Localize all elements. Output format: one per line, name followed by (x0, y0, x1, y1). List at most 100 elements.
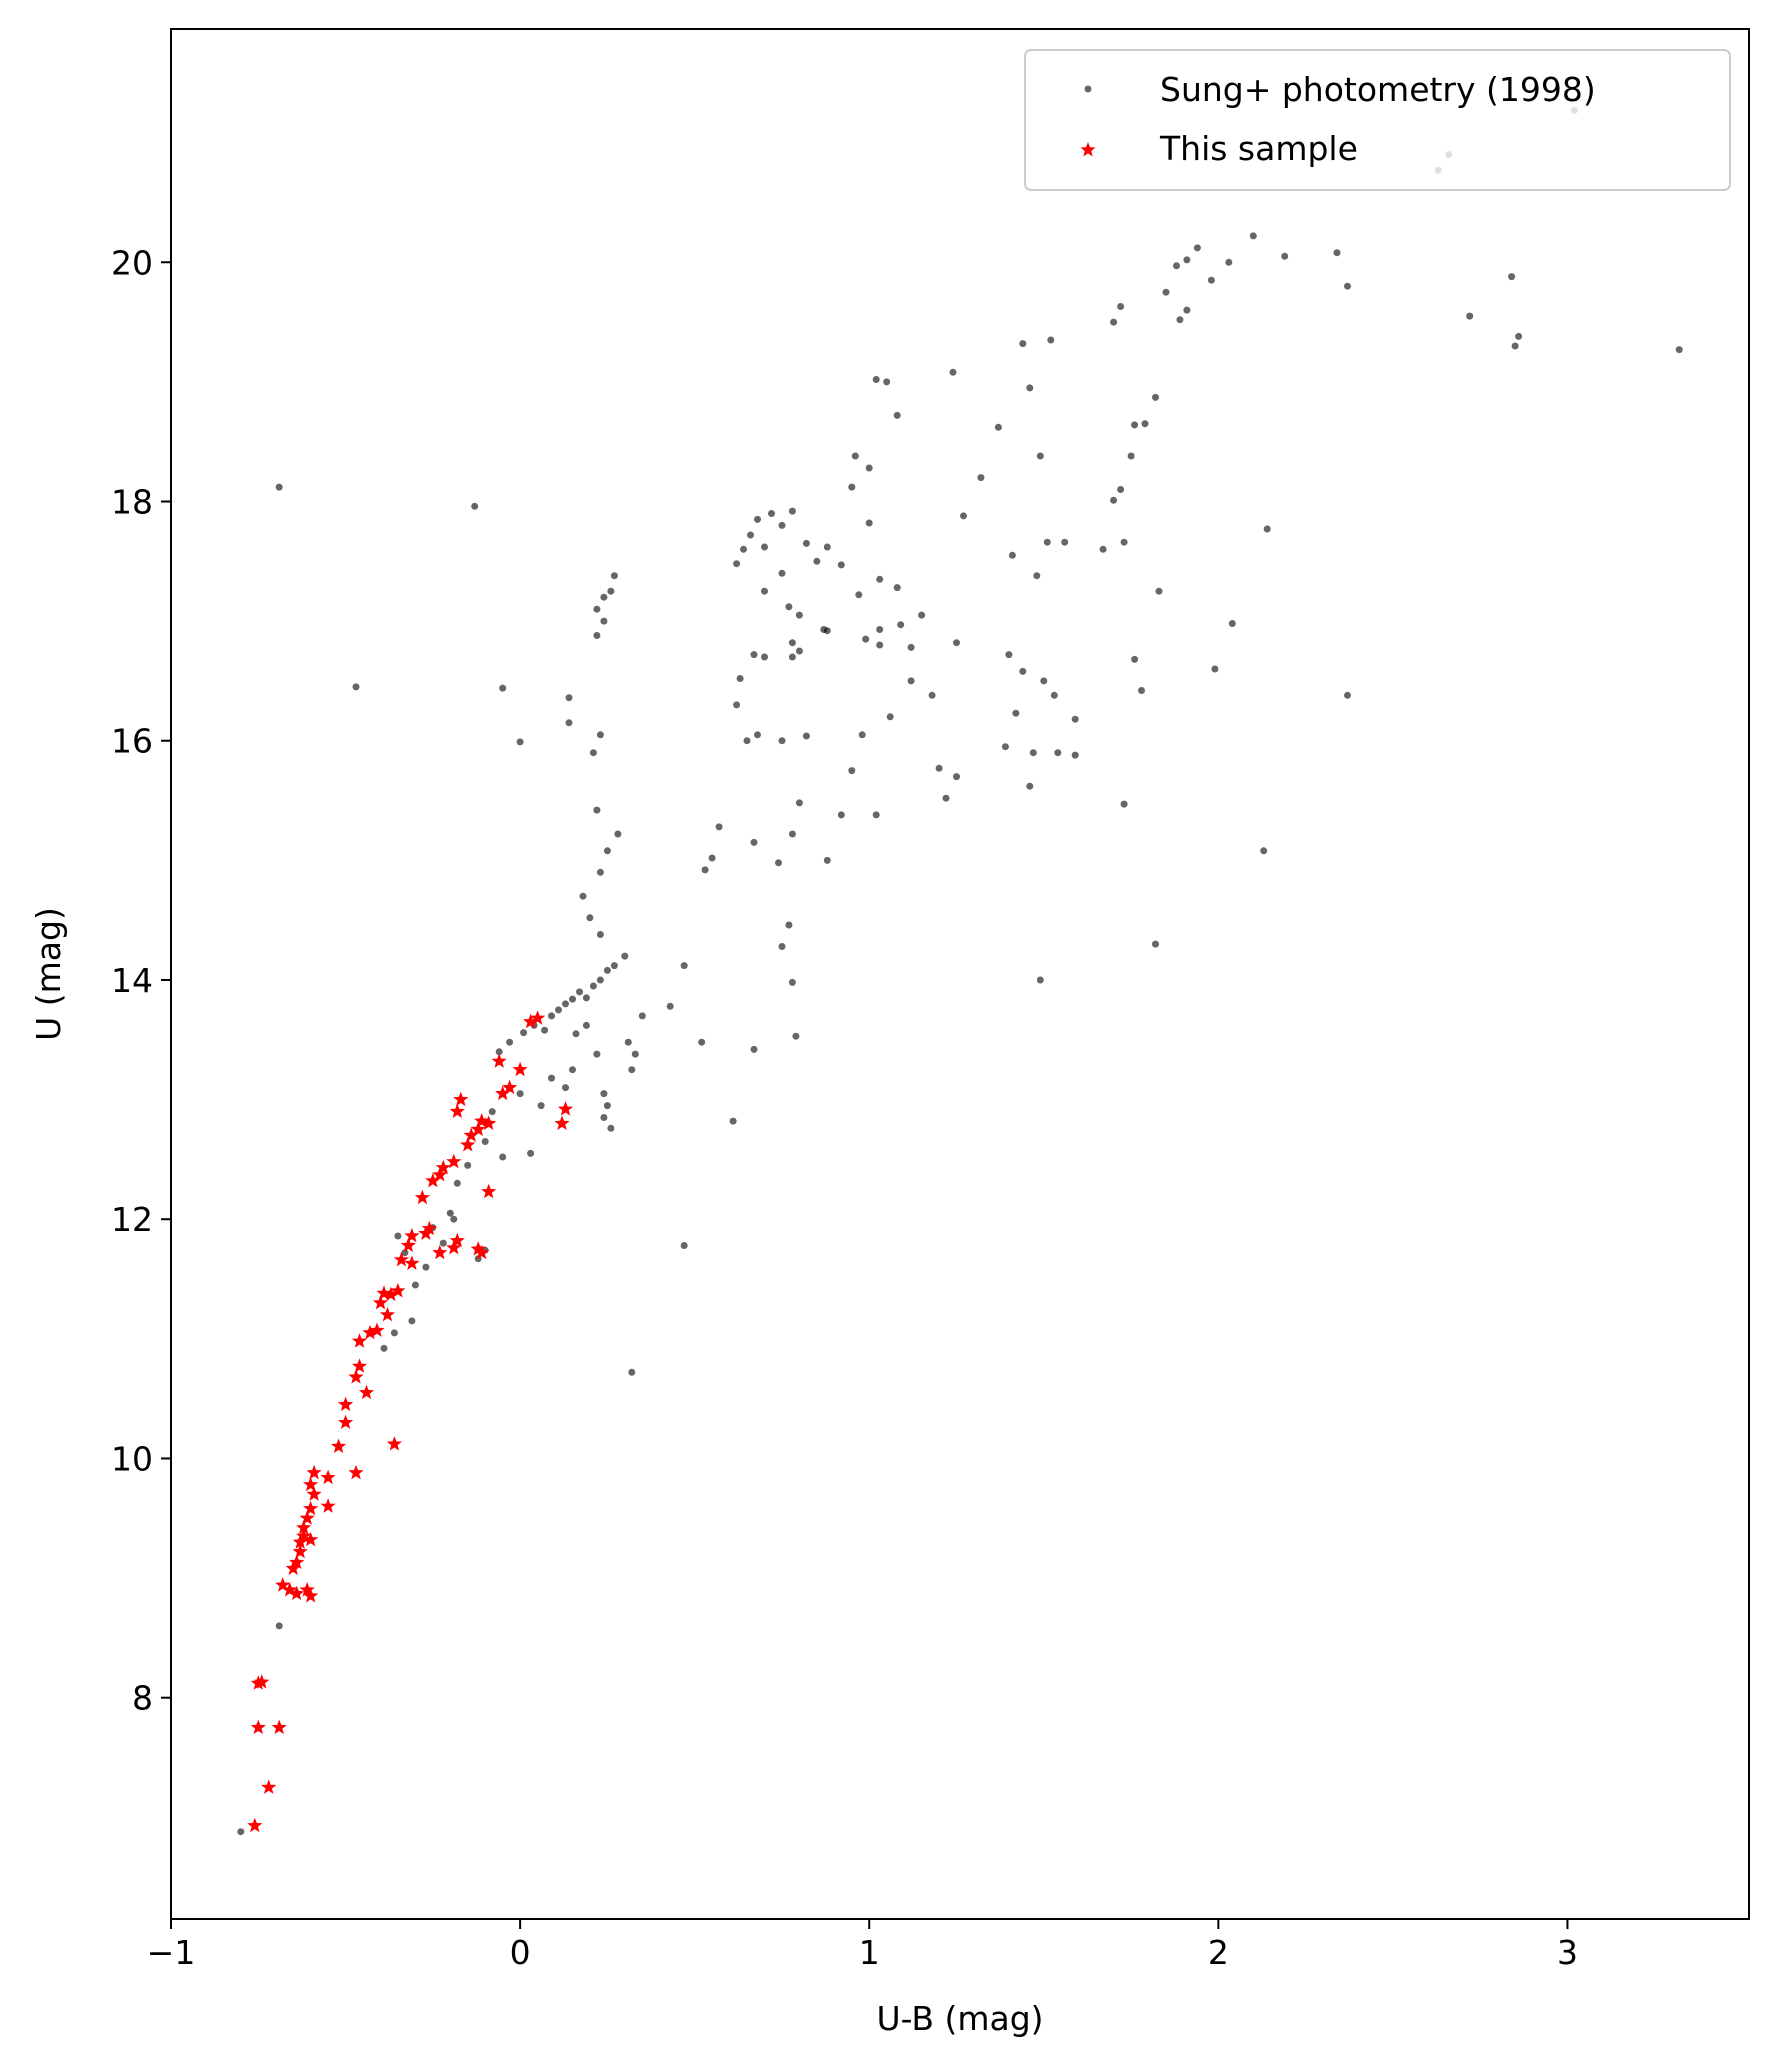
photometry-point (886, 713, 894, 721)
photometry-point (1117, 486, 1125, 493)
photometry-point (1131, 655, 1139, 663)
sample-point (299, 1582, 315, 1597)
photometry-point (1054, 749, 1062, 757)
photometry-point (600, 1114, 608, 1121)
sample-point (404, 1228, 420, 1243)
photometry-point (1029, 749, 1037, 757)
photometry-point (471, 502, 479, 510)
photometry-point (1061, 538, 1069, 546)
photometry-point (733, 560, 741, 568)
legend: Sung+ photometry (1998) This sample (1024, 49, 1731, 191)
photometry-point (1225, 258, 1233, 266)
photometry-point (562, 1084, 569, 1092)
photometry-point (754, 731, 761, 739)
photometry-point (1036, 976, 1044, 984)
sample-point (470, 1121, 486, 1136)
photometry-point (1071, 751, 1079, 759)
sample-point (358, 1384, 375, 1400)
points-layer (237, 106, 1683, 1836)
photometry-point (813, 557, 821, 565)
sample-point (331, 1438, 347, 1453)
photometry-point (823, 543, 831, 551)
photometry-point (1127, 452, 1135, 460)
photometry-point (506, 1038, 514, 1046)
photometry-point (785, 603, 793, 611)
photometry-point (596, 868, 604, 876)
photometry-point (680, 1242, 688, 1249)
photometry-point (883, 378, 891, 386)
photometry-point (918, 611, 926, 619)
photometry-point (603, 966, 611, 974)
plot-frame (170, 28, 1750, 1920)
photometry-point (621, 952, 629, 960)
sample-point (481, 1115, 497, 1130)
photometry-point (848, 767, 856, 775)
photometry-point (569, 995, 576, 1003)
photometry-point (761, 653, 768, 661)
y-tick-label: 18 (111, 483, 153, 522)
photometry-point (593, 605, 601, 613)
photometry-point (788, 830, 796, 838)
photometry-point (907, 643, 915, 651)
photometry-point (631, 1050, 639, 1058)
photometry-point (596, 731, 604, 739)
sample-point (254, 1674, 270, 1689)
sample-point (491, 1053, 507, 1068)
photometry-point (1043, 538, 1051, 546)
sample-point (432, 1244, 448, 1260)
photometry-point (1152, 940, 1159, 948)
photometry-point (876, 641, 884, 649)
sample-point (303, 1500, 319, 1516)
sample-point (351, 1333, 368, 1348)
series-sung-photometry (237, 106, 1683, 1836)
photometry-point (1110, 496, 1118, 504)
photometry-point (855, 591, 863, 599)
photometry-point (837, 561, 845, 569)
sample-point (554, 1115, 570, 1130)
photometry-point (747, 531, 754, 539)
photometry-point (1099, 545, 1107, 553)
photometry-point (593, 1050, 601, 1058)
photometry-point (1141, 420, 1149, 428)
sample-point (247, 1817, 263, 1833)
photometry-point (736, 675, 744, 682)
photometry-point (565, 719, 573, 727)
photometry-point (481, 1138, 489, 1145)
x-tick-label: −1 (147, 1933, 196, 1972)
photometry-point (788, 507, 796, 515)
photometry-point (778, 521, 786, 529)
sample-point (470, 1241, 486, 1256)
photometry-point (572, 1030, 580, 1038)
photometry-point (788, 639, 796, 647)
sample-point (369, 1322, 385, 1337)
photometry-point (792, 1032, 800, 1040)
photometry-point (1515, 332, 1523, 340)
x-tick-label: 3 (1557, 1933, 1578, 1972)
legend-label-sample: This sample (1159, 129, 1358, 168)
photometry-point (862, 635, 870, 643)
photometry-point (579, 892, 587, 900)
photometry-point (750, 651, 758, 659)
x-tick-label: 1 (859, 1933, 880, 1972)
photometry-point (750, 1045, 758, 1053)
photometry-point (380, 1344, 388, 1352)
sample-point (414, 1189, 430, 1205)
legend-box (1024, 49, 1731, 191)
photometry-point (1173, 262, 1180, 270)
photometry-point (823, 627, 831, 635)
photometry-point (1001, 743, 1009, 751)
photometry-point (582, 1021, 590, 1029)
sample-point (386, 1436, 402, 1451)
photometry-point (1193, 244, 1201, 252)
photometry-point (949, 368, 957, 376)
sample-point (348, 1464, 364, 1480)
photometry-point (876, 626, 884, 633)
photometry-point (589, 749, 597, 757)
photometry-point (680, 962, 688, 970)
photometry-point (516, 1090, 524, 1098)
sample-point (463, 1127, 479, 1142)
photometry-point (1511, 342, 1519, 350)
photometry-point (1110, 318, 1118, 326)
